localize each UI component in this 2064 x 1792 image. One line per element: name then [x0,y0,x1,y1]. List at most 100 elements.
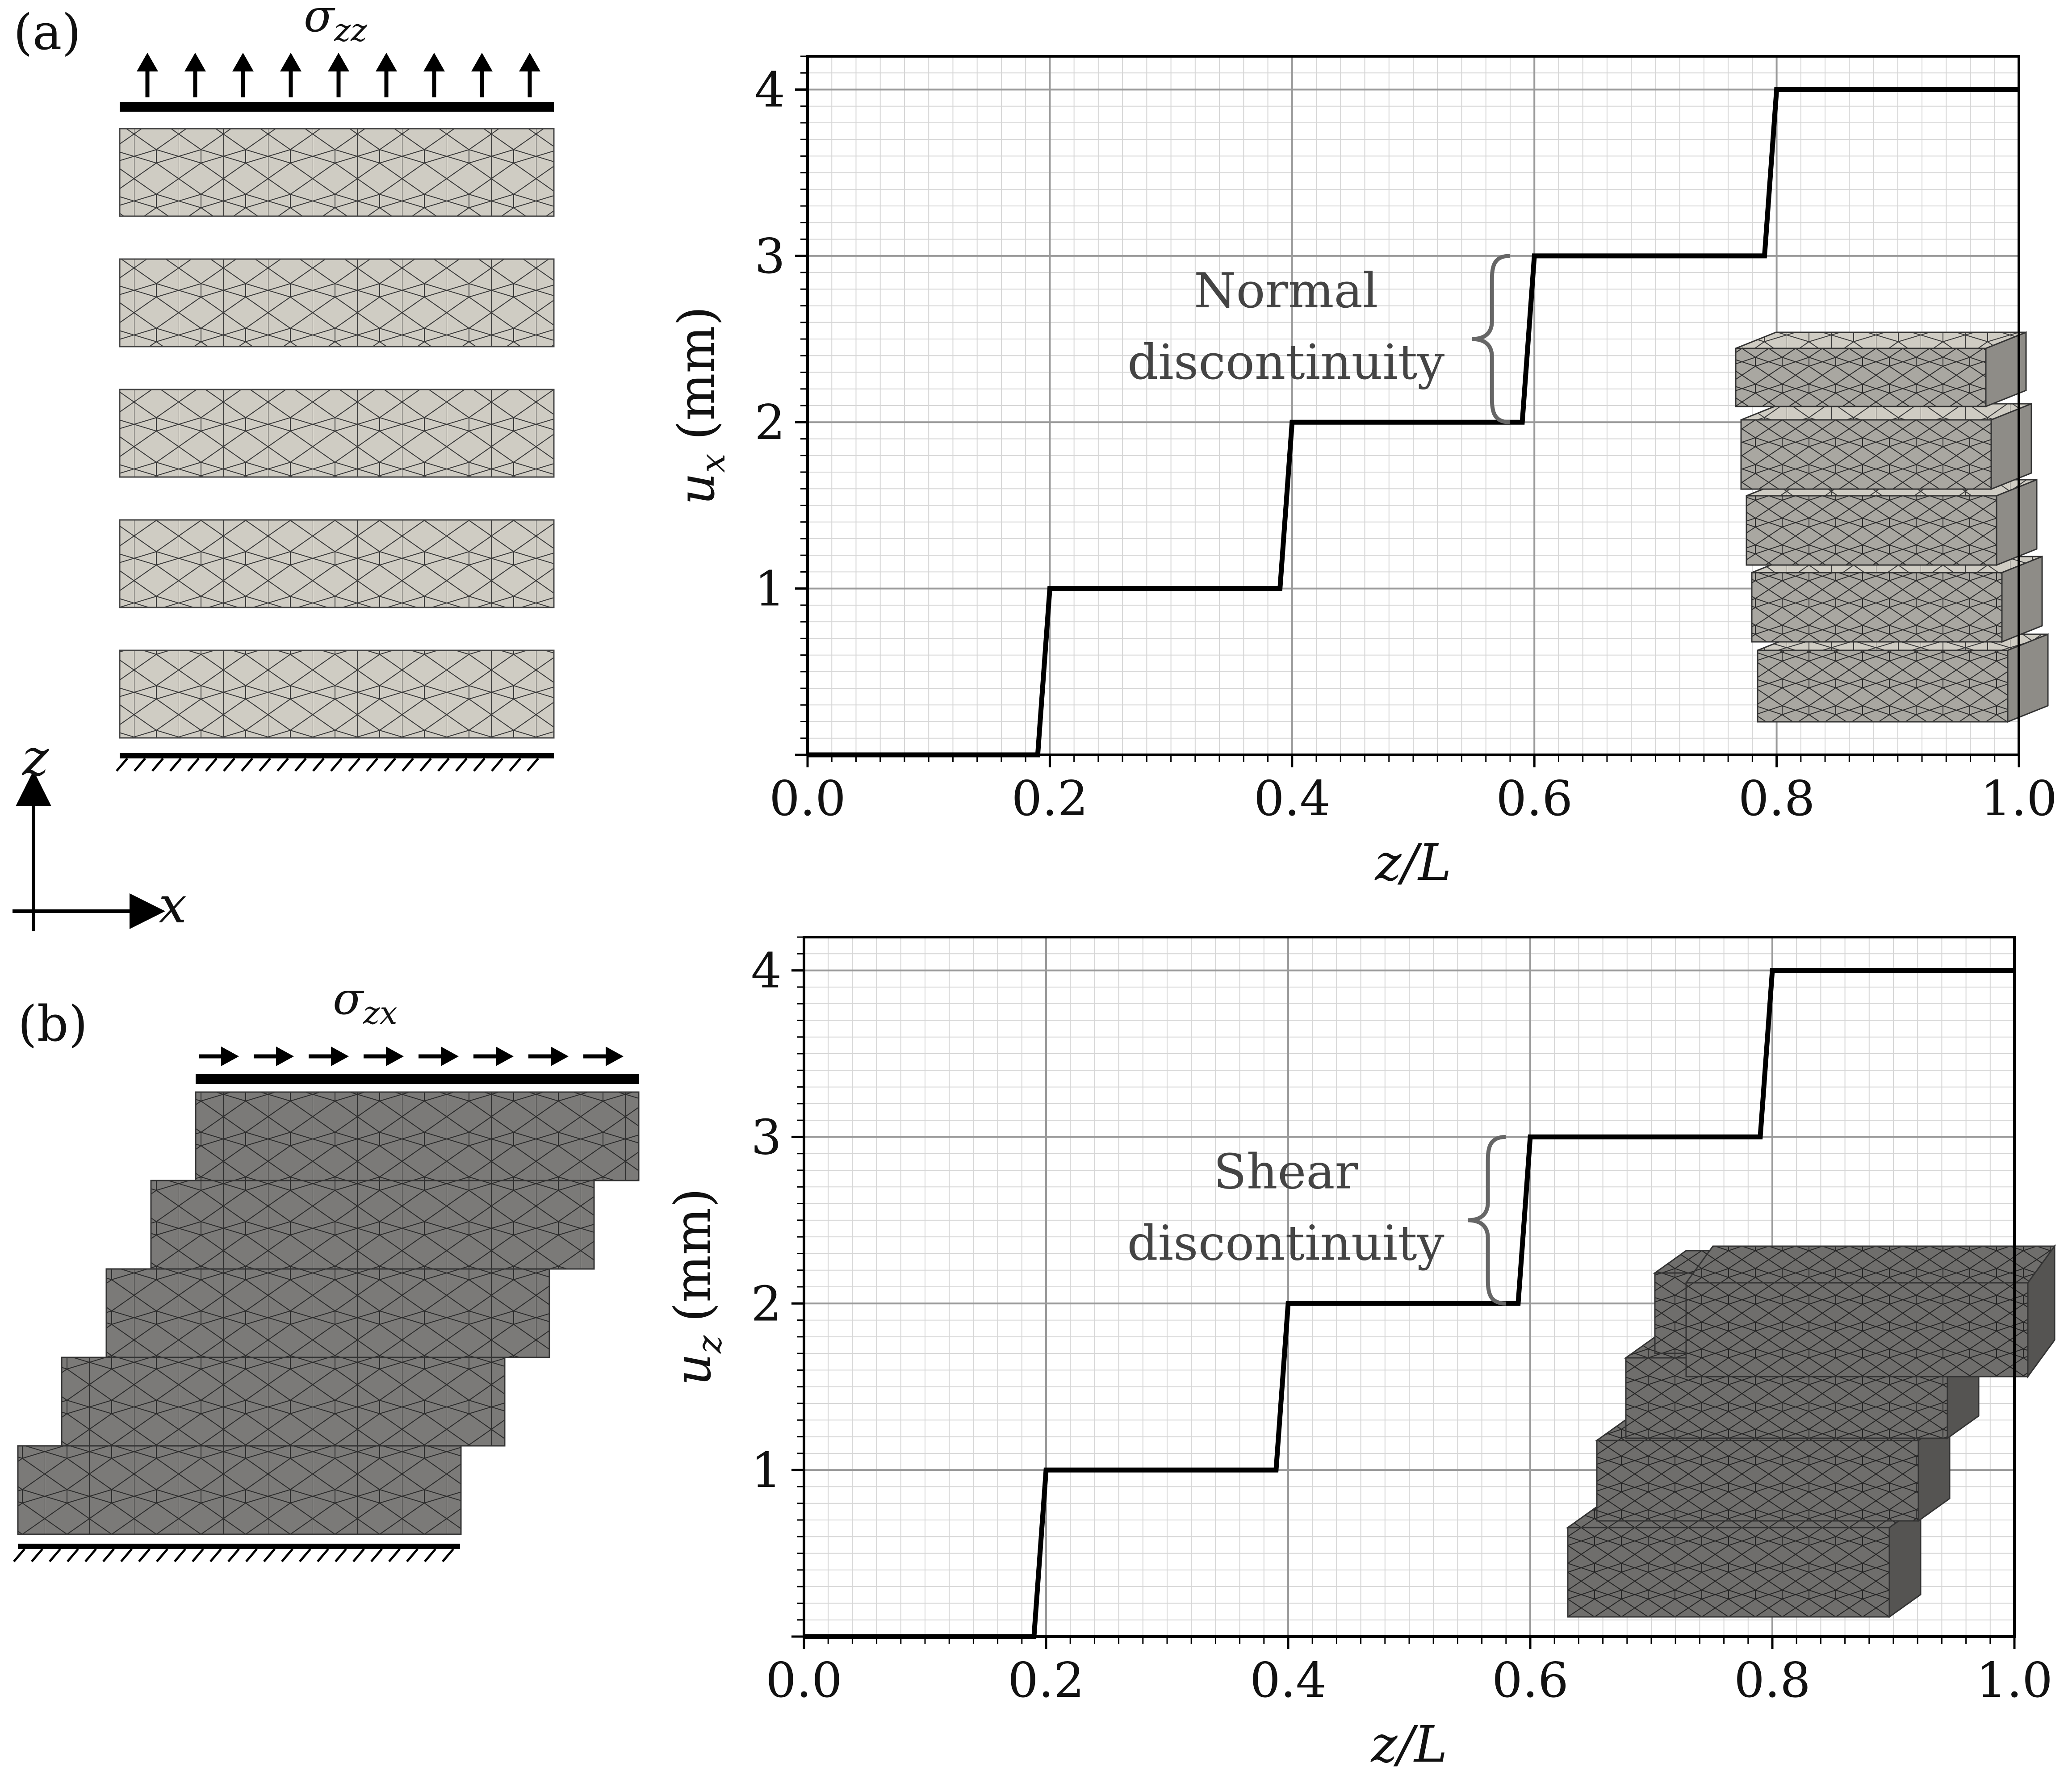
load-arrow-right [309,1047,349,1066]
layer-block [119,258,555,348]
chart-a-series-line [808,87,2019,758]
shear-load-arrows [199,1047,624,1066]
panel-b-load-symbol: σ [333,972,364,1025]
x-tick-label: 0.6 [1492,1653,1569,1708]
inset-layer [1746,478,2038,566]
x-tick-label: 0.4 [1250,1653,1327,1708]
layer-block [17,1445,462,1535]
load-arrow-up [137,53,158,97]
panel-b-label: (b) [18,995,88,1052]
y-tick-label: 1 [754,561,785,617]
load-arrow-up [376,53,397,97]
load-arrow-right [364,1047,404,1066]
x-tick-label: 0.4 [1254,771,1331,827]
layer-block [119,649,555,739]
chart-a-xtick-labels: 0.0 0.2 0.4 0.6 0.8 1.0 [769,771,2057,827]
x-tick-label: 0.8 [1734,1653,1811,1708]
y-tick-label: 2 [751,1276,782,1332]
layer-block [195,1091,640,1181]
chart-b-series-line [804,968,2014,1639]
chart-a-ylabel-sub: x [693,453,733,473]
load-arrow-right [254,1047,294,1066]
load-arrow-up [471,53,493,97]
layer-blocks-a [119,128,555,739]
layer-block [150,1180,595,1270]
loading-plate-b [196,1074,639,1084]
y-tick-label: 3 [754,229,785,285]
x-tick-label: 0.8 [1738,771,1815,827]
y-tick-label: 4 [751,943,782,999]
layer-block [61,1357,506,1447]
chart-b-annotation-line2: discontinuity [1127,1215,1444,1271]
inset-layer [1685,1244,2056,1379]
chart-b-ylabel-sub: z [689,1335,729,1354]
panel-a-load-label: σzz [304,0,368,49]
layer-block [119,519,555,608]
normal-load-arrows [137,53,540,97]
triad-x-label: x [159,876,187,934]
chart-a-ylabel-unit: (mm) [668,306,726,440]
chart-a-annotation-line1: Normal [1194,263,1378,319]
panel-a-schematic: (a) σzz z x [13,0,555,934]
load-arrow-up [232,53,254,97]
inset-layer [1735,331,2027,408]
y-tick-label: 2 [754,395,785,451]
x-tick-label: 0.2 [1012,771,1089,827]
chart-b-xlabel: z/L [1370,1716,1447,1774]
triad-z-label: z [21,729,49,787]
y-tick-label: 3 [751,1110,782,1165]
chart-b-ytick-labels: 1 2 3 4 [751,943,782,1499]
layer-block [105,1268,550,1358]
load-arrow-right [583,1047,624,1066]
x-tick-label: 1.0 [1980,771,2057,827]
panel-b-schematic: (b) σzx [13,972,640,1562]
chart-b-ylabel-var: u [664,1353,722,1386]
chart-b-curly-brace [1468,1135,1506,1306]
chart-b-ticks [791,936,2016,1649]
load-arrow-up [280,53,301,97]
fixed-support-a [116,753,554,772]
chart-a: 0.0 0.2 0.4 0.6 0.8 1.0 1 2 3 4 z/L ux (mm) Norma… [668,55,2057,892]
load-arrow-up [328,53,349,97]
chart-a-curly-brace [1472,254,1510,424]
layer-block [119,389,555,478]
x-tick-label: 0.6 [1496,771,1573,827]
chart-a-ylabel: ux (mm) [668,306,733,505]
chart-a-xlabel: z/L [1374,834,1451,892]
chart-a-inset-3d-layers [1735,331,2049,723]
inset-layer [1751,555,2043,643]
load-arrow-right [528,1047,569,1066]
load-arrow-right [199,1047,239,1066]
panel-b-load-subscript: zx [363,995,397,1031]
load-arrow-up [519,53,540,97]
chart-b: 0.0 0.2 0.4 0.6 0.8 1.0 1 2 3 4 z/L uz (mm) Shear… [664,936,2056,1774]
x-tick-label: 0.0 [769,771,846,827]
chart-b-annotation-line1: Shear [1214,1144,1358,1200]
chart-a-ytick-labels: 1 2 3 4 [754,62,785,617]
axes-triad: z x [13,729,187,934]
x-tick-label: 1.0 [1976,1653,2053,1708]
x-tick-label: 0.2 [1008,1653,1084,1708]
panel-a-load-symbol: σ [304,0,335,42]
chart-b-ylabel: uz (mm) [664,1188,729,1386]
chart-b-xtick-labels: 0.0 0.2 0.4 0.6 0.8 1.0 [766,1653,2053,1708]
layer-blocks-b [17,1091,640,1535]
fixed-support-b [13,1544,460,1562]
panel-a-label: (a) [13,4,81,61]
x-tick-label: 0.0 [766,1653,842,1708]
chart-b-inset-3d-layers [1566,1244,2056,1618]
chart-a-ylabel-var: u [668,473,726,505]
load-arrow-right [473,1047,514,1066]
panel-b-load-label: σzx [333,972,398,1031]
loading-plate-a [120,102,554,112]
layer-block [119,128,555,217]
inset-layer [1566,1504,1923,1618]
panel-a-load-subscript: zz [334,12,368,49]
y-tick-label: 1 [751,1443,782,1499]
load-arrow-up [184,53,206,97]
chart-b-ylabel-unit: (mm) [664,1188,722,1322]
inset-layer [1740,402,2032,490]
chart-a-ticks [795,55,2020,767]
inset-layer [1757,633,2049,723]
